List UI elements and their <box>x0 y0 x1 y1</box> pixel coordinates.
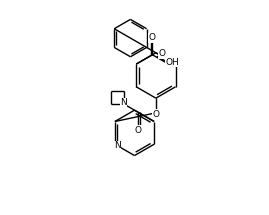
Text: N: N <box>114 141 121 150</box>
Text: N: N <box>120 98 127 107</box>
Text: O: O <box>134 126 141 135</box>
Text: O: O <box>158 49 165 58</box>
Text: OH: OH <box>166 58 179 67</box>
Text: O: O <box>149 34 156 42</box>
Text: O: O <box>152 110 159 119</box>
